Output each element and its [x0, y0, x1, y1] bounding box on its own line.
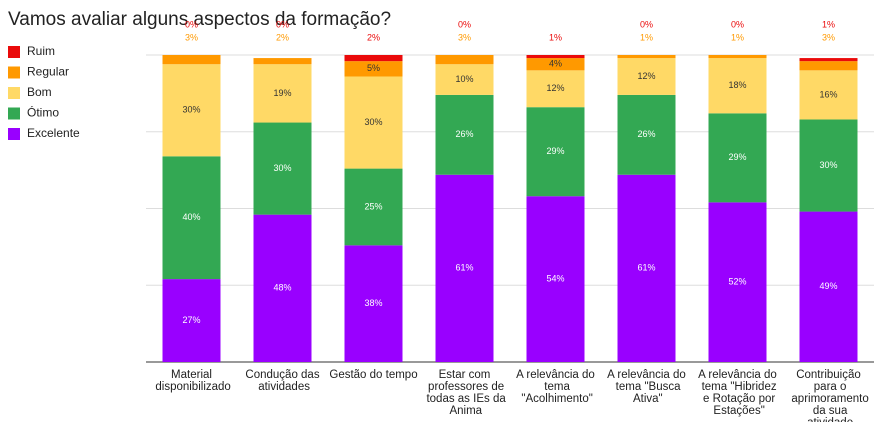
legend-swatch [8, 46, 20, 58]
chart-title: Vamos avaliar alguns aspectos da formaçã… [8, 9, 391, 30]
bar-segment [344, 76, 403, 169]
bar-segment [253, 122, 312, 215]
bar-segment [708, 55, 767, 59]
bar-segment [435, 174, 494, 362]
bar-segment [526, 196, 585, 362]
data-label: 12% [546, 83, 564, 93]
bar-segment [799, 58, 858, 62]
bar-segment [162, 156, 221, 280]
legend-label: Ótimo [27, 105, 59, 120]
bar-segment [435, 55, 494, 65]
data-label: 30% [819, 160, 837, 170]
data-label: 49% [819, 281, 837, 291]
legend-label: Excelente [27, 126, 80, 140]
data-label: 0% [458, 19, 471, 29]
bar-segment [799, 70, 858, 120]
bar-segment [708, 202, 767, 362]
x-tick-label: Gestão do tempo [329, 369, 417, 381]
data-label: 0% [640, 19, 653, 29]
legend-label: Ruim [27, 44, 55, 58]
data-label: 26% [637, 129, 655, 139]
data-label: 16% [819, 89, 837, 99]
data-label: 10% [455, 74, 473, 84]
data-label: 1% [822, 19, 835, 29]
data-label: 3% [458, 32, 471, 42]
x-tick-label: A relevância do tema "Hibridez e Rotação… [698, 369, 777, 417]
data-label: 26% [455, 129, 473, 139]
data-label: 12% [637, 71, 655, 81]
data-label: 3% [822, 32, 835, 42]
data-label: 5% [367, 63, 380, 73]
bar-segment [162, 279, 221, 362]
data-label: 0% [731, 19, 744, 29]
data-label: 29% [728, 152, 746, 162]
data-label: 1% [731, 32, 744, 42]
bar-segment [435, 94, 494, 175]
bar-segment [344, 61, 403, 77]
x-tick-label: Material disponibilizado [152, 369, 231, 393]
legend-swatch [8, 87, 20, 99]
data-label: 61% [455, 263, 473, 273]
bar-segment [162, 55, 221, 65]
data-label: 38% [364, 298, 382, 308]
x-tick-label: A relevância do tema "Acolhimento" [516, 369, 595, 405]
bar-segment [708, 58, 767, 114]
x-tick-label: Estar com professores de todas as IEs da… [423, 369, 506, 417]
bar-segment [617, 58, 676, 95]
legend-label: Bom [27, 85, 52, 99]
legend-swatch [8, 128, 20, 140]
data-label: 52% [728, 277, 746, 287]
data-label: 1% [549, 32, 562, 42]
bar-segment [799, 119, 858, 212]
bar-segment [799, 211, 858, 362]
data-label: 40% [182, 212, 200, 222]
data-label: 61% [637, 263, 655, 273]
bar-segment [344, 55, 403, 62]
data-label: 30% [364, 117, 382, 127]
bar-segment [526, 70, 585, 108]
x-tick-label: Condução das atividades [245, 369, 319, 393]
data-label: 0% [185, 19, 198, 29]
bar-segment [435, 64, 494, 95]
data-label: 3% [185, 32, 198, 42]
legend-swatch [8, 66, 20, 79]
legend-swatch [8, 107, 20, 120]
data-label: 19% [273, 88, 291, 98]
data-label: 4% [549, 59, 562, 69]
data-label: 27% [182, 315, 200, 325]
bar-segment [344, 168, 403, 246]
bar-segment [526, 58, 585, 71]
data-label: 54% [546, 273, 564, 283]
data-label: 48% [273, 283, 291, 293]
bar-segment [253, 64, 312, 123]
bar-segment [253, 58, 312, 65]
bar-segment [617, 94, 676, 175]
legend-label: Regular [27, 65, 69, 79]
bar-segment [526, 55, 585, 59]
bar-segment [708, 113, 767, 203]
data-label: 1% [640, 32, 653, 42]
data-label: 2% [367, 32, 380, 42]
data-label: 2% [276, 32, 289, 42]
bar-segment [526, 107, 585, 197]
data-label: 29% [546, 146, 564, 156]
data-label: 30% [273, 163, 291, 173]
bar-segment [617, 174, 676, 362]
data-label: 25% [364, 201, 382, 211]
data-label: 18% [728, 80, 746, 90]
x-tick-label: A relevância do tema "Busca Ativa" [607, 369, 686, 405]
bar-segment [162, 64, 221, 157]
bar-segment [617, 55, 676, 59]
x-tick-label: Contribuição para o aprimoramento da sua… [788, 369, 869, 422]
bar-segment [344, 245, 403, 362]
bar-segment [253, 214, 312, 362]
data-label: 30% [182, 105, 200, 115]
data-label: 0% [276, 19, 289, 29]
bar-segment [799, 61, 858, 71]
